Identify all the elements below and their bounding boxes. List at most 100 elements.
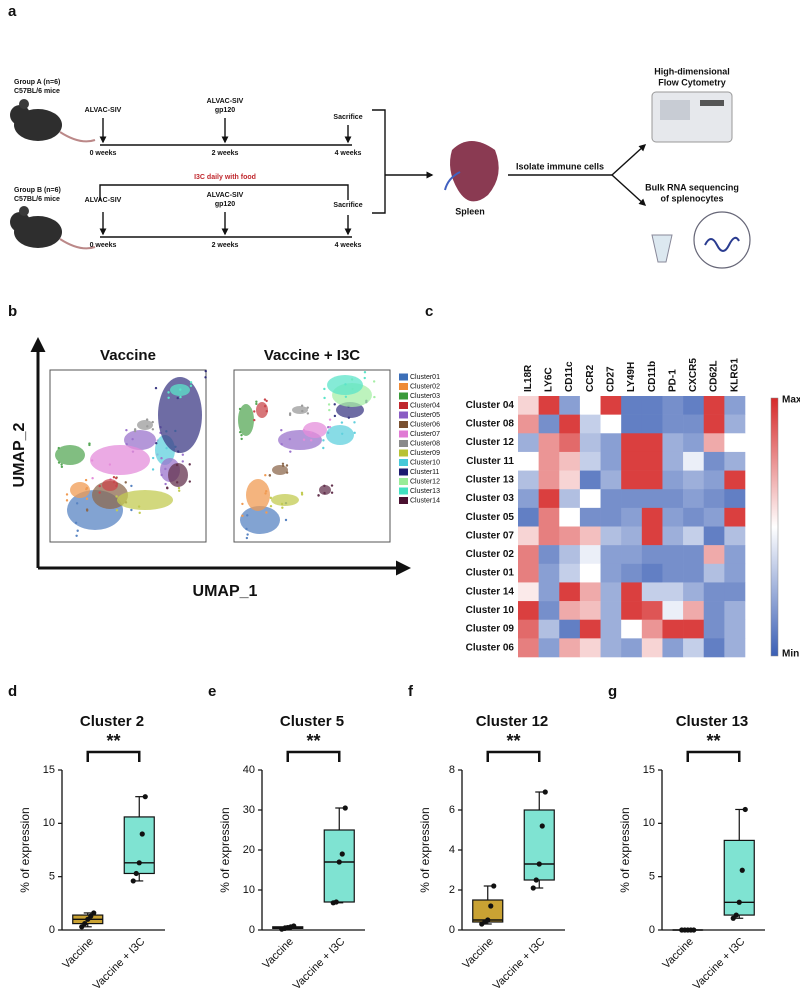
cell-dot bbox=[85, 488, 88, 491]
row-label: Cluster 10 bbox=[466, 605, 515, 616]
cell-dot bbox=[133, 429, 137, 433]
output-label: Flow Cytometry bbox=[658, 77, 726, 87]
cell-dot bbox=[175, 481, 179, 484]
cell-dot bbox=[175, 463, 179, 467]
cell-cloud bbox=[256, 402, 268, 418]
cell-dot bbox=[300, 493, 304, 496]
heat-cell bbox=[538, 563, 560, 583]
data-point bbox=[91, 910, 97, 916]
cell-dot bbox=[265, 410, 268, 413]
cell-dot bbox=[245, 536, 249, 540]
cell-dot bbox=[146, 425, 149, 428]
heat-cell bbox=[579, 582, 601, 602]
column-label: CD11c bbox=[564, 361, 575, 392]
heat-cell bbox=[579, 414, 601, 434]
heat-cell bbox=[621, 619, 643, 639]
heat-cell bbox=[641, 396, 663, 415]
output-label: High-dimensional bbox=[654, 66, 730, 76]
heat-cell bbox=[600, 451, 622, 471]
y-tick-label: 15 bbox=[643, 764, 655, 776]
row-label: Cluster 05 bbox=[466, 512, 515, 523]
heat-cell bbox=[703, 545, 725, 565]
output-label: of splenocytes bbox=[660, 193, 723, 203]
heat-cell bbox=[559, 451, 581, 471]
heat-cell bbox=[559, 507, 581, 527]
event-label: gp120 bbox=[215, 107, 235, 114]
heat-cell bbox=[703, 433, 725, 453]
heat-cell bbox=[559, 414, 581, 434]
legend-label: Cluster03 bbox=[410, 393, 440, 400]
time-label: 0 weeks bbox=[90, 242, 117, 249]
column-label: CD62L bbox=[709, 360, 720, 392]
heat-cell bbox=[724, 470, 746, 490]
column-label: LY6C bbox=[544, 367, 555, 392]
data-point bbox=[733, 912, 739, 918]
cell-dot bbox=[75, 502, 79, 505]
data-point bbox=[133, 870, 139, 877]
panel-title: Vaccine bbox=[100, 347, 156, 364]
heat-cell bbox=[621, 638, 643, 658]
cell-dot bbox=[268, 474, 272, 477]
cell-cloud bbox=[124, 430, 156, 450]
cell-cloud bbox=[326, 425, 354, 445]
heat-cell bbox=[538, 638, 560, 658]
step-label: Isolate immune cells bbox=[516, 161, 604, 171]
cell-dot bbox=[263, 404, 267, 408]
heat-cell bbox=[703, 526, 725, 546]
row-label: Cluster 08 bbox=[466, 419, 515, 430]
heat-cell bbox=[538, 396, 560, 415]
cell-dot bbox=[164, 482, 167, 486]
heat-cell bbox=[724, 414, 746, 434]
cell-dot bbox=[255, 400, 258, 403]
legend-label: Cluster09 bbox=[410, 450, 440, 457]
heat-cell bbox=[538, 526, 560, 546]
data-point bbox=[336, 859, 342, 865]
significance-bracket bbox=[486, 750, 541, 762]
legend-swatch bbox=[399, 402, 408, 409]
plot-title: Cluster 5 bbox=[280, 713, 344, 730]
cell-dot bbox=[373, 395, 376, 399]
cell-dot bbox=[181, 453, 185, 456]
heat-cell bbox=[600, 582, 622, 602]
y-tick-label: 6 bbox=[449, 804, 455, 816]
heat-cell bbox=[641, 414, 663, 434]
heat-cell bbox=[600, 545, 622, 565]
legend-swatch bbox=[399, 478, 408, 485]
heat-cell bbox=[600, 489, 622, 509]
cell-dot bbox=[130, 508, 133, 512]
cell-cloud bbox=[271, 494, 299, 506]
heat-cell bbox=[703, 414, 725, 434]
row-label: Cluster 12 bbox=[466, 437, 515, 448]
heat-cell bbox=[641, 507, 663, 527]
heat-cell bbox=[621, 601, 643, 621]
heat-cell bbox=[724, 601, 746, 621]
heat-cell bbox=[724, 451, 746, 471]
plot-frame bbox=[49, 369, 207, 543]
schematic bbox=[10, 91, 751, 269]
cell-dot bbox=[241, 502, 244, 506]
y-tick-label: 10 bbox=[643, 817, 655, 829]
cell-dot bbox=[177, 450, 180, 453]
heat-cell bbox=[579, 396, 601, 415]
panel-label: a bbox=[8, 3, 17, 20]
cell-dot bbox=[323, 484, 326, 488]
umap-points bbox=[55, 369, 376, 540]
y-tick-label: 2 bbox=[449, 884, 455, 896]
cell-cloud bbox=[55, 445, 85, 465]
heat-cell bbox=[724, 619, 746, 639]
heat-cell bbox=[683, 582, 705, 602]
heat-cell bbox=[641, 563, 663, 583]
cell-dot bbox=[137, 505, 141, 508]
column-label: IL18R bbox=[523, 364, 534, 392]
cell-dot bbox=[327, 426, 330, 429]
legend-swatch bbox=[399, 411, 408, 419]
time-label: 0 weeks bbox=[90, 150, 117, 157]
cell-dot bbox=[253, 410, 256, 413]
data-point bbox=[342, 805, 348, 811]
cell-cloud bbox=[319, 485, 331, 495]
panel-label: b bbox=[8, 303, 17, 320]
data-point bbox=[82, 921, 88, 927]
cell-dot bbox=[57, 461, 61, 464]
legend-swatch bbox=[399, 487, 408, 495]
heat-cell bbox=[559, 545, 581, 565]
